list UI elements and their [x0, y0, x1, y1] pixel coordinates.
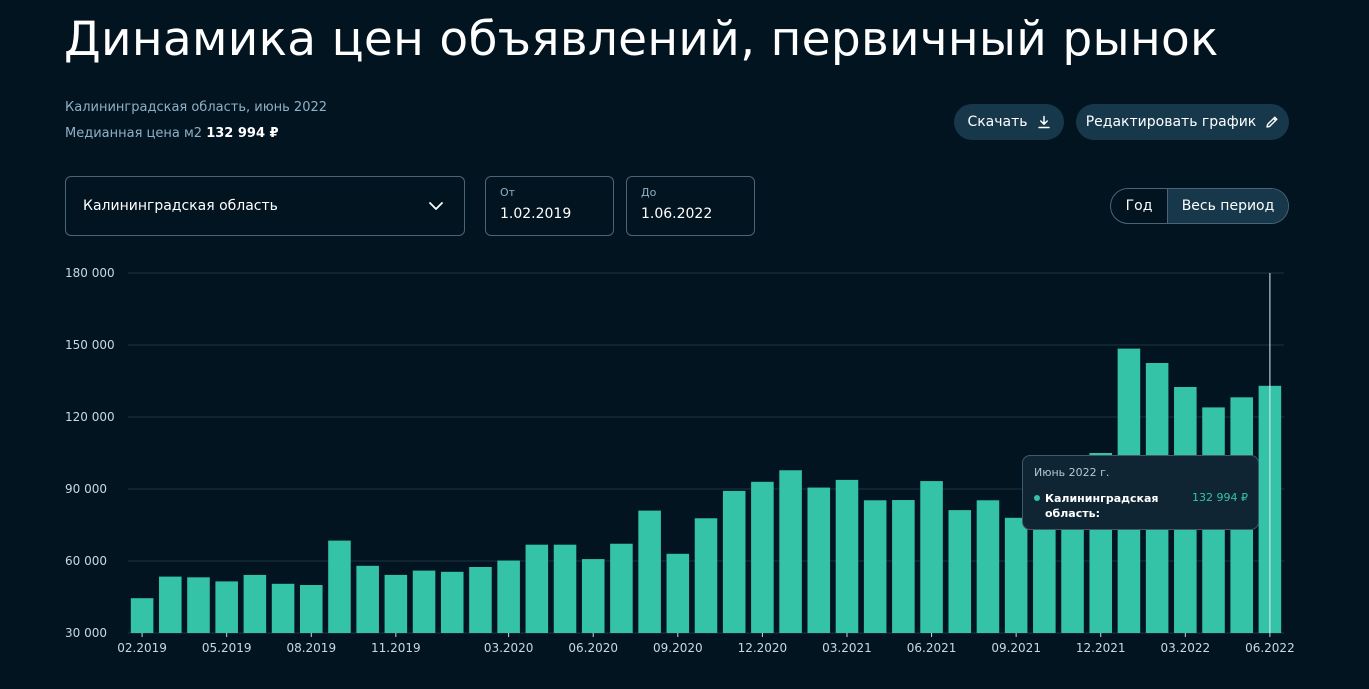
bar: [666, 553, 690, 633]
bar: [948, 510, 972, 633]
y-tick-label: 60 000: [65, 554, 107, 568]
x-tick-label: 05.2019: [202, 641, 252, 655]
bar: [920, 481, 943, 633]
y-tick-label: 180 000: [65, 266, 115, 280]
date-to-field[interactable]: До 1.06.2022: [626, 176, 755, 236]
period-all-option[interactable]: Весь период: [1168, 189, 1288, 223]
date-to-value: 1.06.2022: [641, 206, 713, 222]
download-button[interactable]: Скачать: [954, 104, 1064, 140]
x-tick-label: 03.2020: [484, 641, 534, 655]
chevron-down-icon: [429, 202, 443, 210]
x-tick-label: 09.2020: [653, 641, 703, 655]
bar: [412, 570, 436, 633]
edit-chart-button[interactable]: Редактировать график: [1076, 104, 1289, 140]
bar: [694, 518, 718, 633]
x-tick-label: 03.2022: [1161, 641, 1211, 655]
date-from-label: От: [500, 186, 516, 199]
bar: [243, 574, 267, 633]
bar: [892, 500, 915, 633]
bar: [581, 559, 605, 633]
x-tick-label: 08.2019: [286, 641, 336, 655]
median-price-label: Медианная цена м2: [65, 126, 203, 141]
median-price-value: 132 994 ₽: [206, 126, 279, 141]
edit-chart-button-label: Редактировать график: [1085, 114, 1257, 130]
bar: [638, 510, 661, 633]
chart-tooltip: Июнь 2022 г. Калининградская область: 13…: [1022, 455, 1259, 530]
bar: [130, 598, 154, 633]
bar: [469, 567, 492, 633]
date-from-value: 1.02.2019: [500, 206, 572, 222]
pencil-icon: [1266, 116, 1278, 128]
bar: [553, 544, 577, 633]
bar: [751, 481, 774, 633]
bar: [976, 500, 1000, 633]
bar: [525, 544, 549, 633]
y-tick-label: 30 000: [65, 626, 107, 640]
x-tick-label: 12.2021: [1076, 641, 1126, 655]
bar: [299, 585, 323, 633]
tooltip-series-label: Калининградская область:: [1045, 492, 1159, 520]
x-tick-label: 11.2019: [371, 641, 421, 655]
bar: [440, 571, 464, 633]
x-tick-label: 12.2020: [738, 641, 788, 655]
y-tick-label: 120 000: [65, 410, 115, 424]
x-tick-label: 06.2020: [568, 641, 618, 655]
x-tick-label: 09.2021: [991, 641, 1041, 655]
bar: [807, 487, 831, 633]
tooltip-value: 132 994 ₽: [1192, 491, 1248, 504]
period-year-option[interactable]: Год: [1111, 189, 1168, 223]
y-tick-label: 90 000: [65, 482, 107, 496]
x-tick-label: 06.2021: [907, 641, 957, 655]
bar: [1004, 517, 1028, 633]
bar: [356, 565, 379, 633]
bar: [722, 490, 746, 633]
period-toggle: Год Весь период: [1110, 188, 1289, 224]
x-tick-label: 02.2019: [117, 641, 167, 655]
bar: [779, 470, 802, 633]
date-from-field[interactable]: От 1.02.2019: [485, 176, 614, 236]
bar: [835, 479, 859, 633]
region-date-subtitle: Калининградская область, июнь 2022: [65, 100, 328, 115]
y-tick-label: 150 000: [65, 338, 115, 352]
tooltip-title: Июнь 2022 г.: [1034, 466, 1110, 479]
bar: [384, 574, 408, 633]
bar: [1033, 523, 1056, 633]
bar: [610, 543, 633, 633]
download-icon: [1037, 115, 1050, 129]
date-to-label: До: [641, 186, 657, 199]
bar: [863, 500, 887, 633]
x-tick-label: 03.2021: [822, 641, 872, 655]
region-select-value: Калининградская область: [83, 198, 278, 214]
bar: [271, 583, 295, 633]
bar: [215, 581, 238, 633]
page-title: Динамика цен объявлений, первичный рынок: [64, 12, 1219, 67]
bar: [187, 577, 210, 633]
region-select[interactable]: Калининградская область: [65, 176, 465, 236]
bar: [159, 576, 182, 633]
bar: [497, 560, 520, 633]
download-button-label: Скачать: [967, 114, 1028, 130]
bar: [328, 540, 351, 633]
median-price-line: Медианная цена м2 132 994 ₽: [65, 126, 279, 141]
tooltip-series-dot: [1034, 495, 1040, 501]
x-tick-label: 06.2022: [1245, 641, 1295, 655]
